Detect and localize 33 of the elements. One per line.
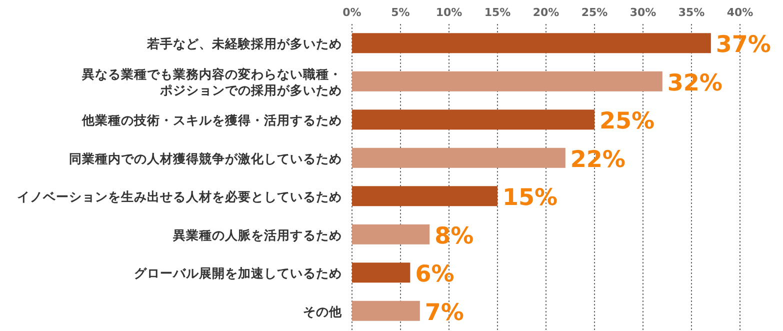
y-tick-label: 若手など、未経験採用が多いため bbox=[146, 36, 342, 52]
x-tick-label: 15% bbox=[484, 6, 511, 19]
x-tick-label: 0% bbox=[342, 6, 362, 19]
data-label: 37% bbox=[716, 32, 771, 58]
data-label: 32% bbox=[667, 70, 722, 96]
data-label: 8% bbox=[434, 223, 474, 250]
y-tick-label: 異業種の人脈を活用するため bbox=[172, 227, 342, 242]
y-tick-label: 他業種の技術・スキルを獲得・活用するため bbox=[81, 112, 342, 128]
y-tick-label: グローバル展開を加速しているため bbox=[134, 266, 342, 281]
x-tick-label: 25% bbox=[581, 6, 608, 19]
x-tick-label: 20% bbox=[532, 6, 560, 19]
y-tick-label: 異なる業種でも業務内容の変わらない職種・ポジションでの採用が多いため bbox=[81, 66, 342, 98]
data-label: 6% bbox=[415, 262, 454, 288]
x-tick-label: 35% bbox=[678, 6, 705, 19]
y-tick-label: 同業種内での人材獲得競争が激化しているため bbox=[69, 150, 342, 166]
bar bbox=[352, 224, 430, 244]
data-label: 25% bbox=[600, 108, 655, 135]
x-tick-label: 5% bbox=[391, 6, 410, 19]
bar bbox=[352, 71, 662, 92]
x-tick-label: 30% bbox=[630, 6, 656, 19]
bar bbox=[352, 262, 410, 283]
y-tick-label: イノベーションを生み出せる人材を必要としているため bbox=[17, 189, 342, 204]
x-tick-label: 10% bbox=[436, 6, 462, 19]
y-tick-label: その他 bbox=[303, 304, 343, 319]
x-tick-label: 40% bbox=[726, 6, 754, 19]
bar bbox=[352, 300, 420, 321]
data-label: 22% bbox=[570, 146, 626, 173]
bar bbox=[352, 148, 566, 168]
bar bbox=[352, 33, 711, 54]
bar bbox=[352, 186, 498, 206]
data-label: 15% bbox=[502, 185, 558, 212]
bar bbox=[352, 110, 594, 130]
data-label: 7% bbox=[424, 300, 464, 326]
